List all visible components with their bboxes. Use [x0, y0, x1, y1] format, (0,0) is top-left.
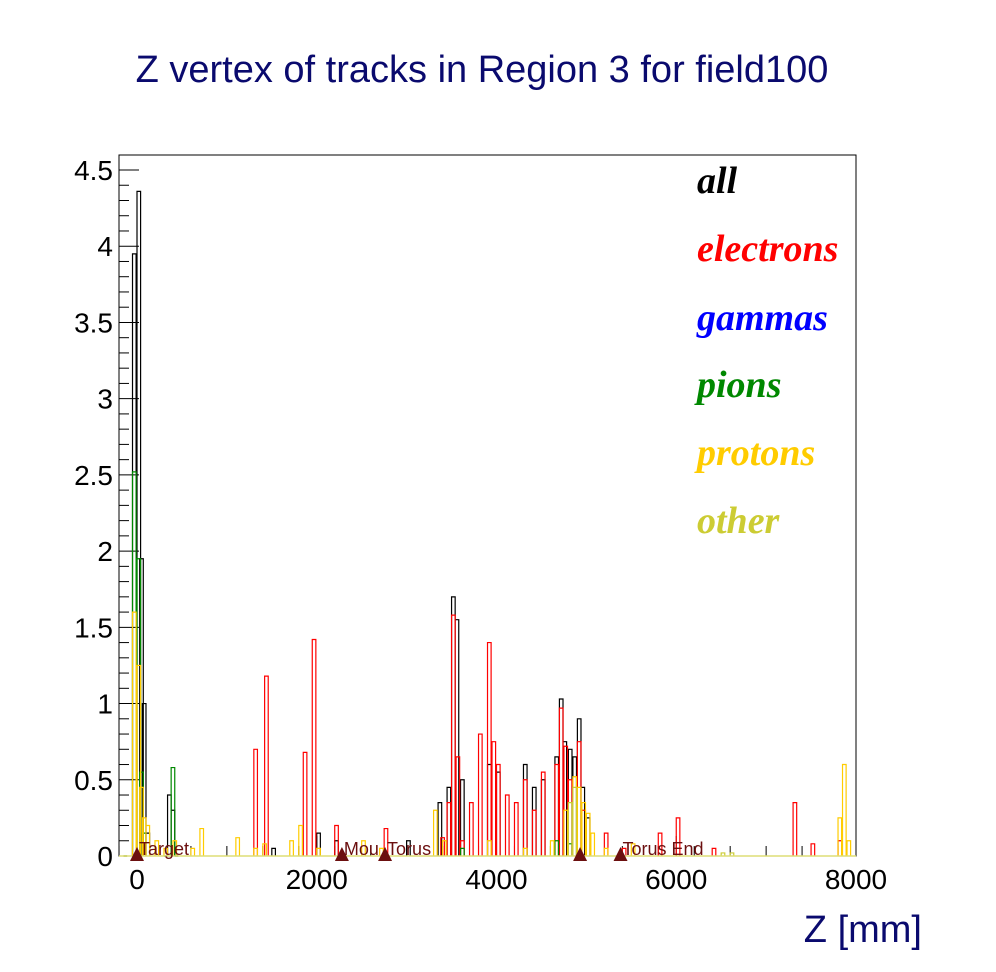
legend-all: all [697, 160, 738, 202]
y-tick-label: 1.5 [74, 612, 113, 643]
y-tick-label: 2 [97, 536, 113, 567]
marker-triangle [130, 847, 144, 861]
legend: all electrons gammas pions protons other [694, 160, 838, 542]
series-electrons [253, 614, 843, 856]
y-tick-label: 2.5 [74, 460, 113, 491]
y-tick-label: 3.5 [74, 307, 113, 338]
chart-title: Z vertex of tracks in Region 3 for field… [136, 49, 829, 91]
y-tick-label: 1 [97, 689, 113, 720]
legend-other: other [697, 500, 781, 542]
marker-label: Target [139, 839, 189, 859]
marker-triangle [573, 847, 588, 861]
y-tick-label: 0.5 [74, 765, 113, 796]
y-tick-label: 4.5 [74, 155, 113, 186]
legend-protons: protons [694, 432, 815, 474]
legend-pions: pions [694, 364, 781, 406]
marker-label: Torus End [623, 839, 704, 859]
x-tick-label: 8000 [825, 864, 887, 895]
plot-area: 0 0.5 1 1.5 2 2.5 3 3.5 4 4.5 0 2000 4000 6000 8000 Tar… [74, 154, 887, 895]
series-all [123, 190, 591, 857]
legend-electrons: electrons [697, 228, 838, 270]
legend-gammas: gammas [696, 297, 828, 339]
marker-triangle [613, 847, 628, 861]
series-pions [123, 471, 573, 857]
x-axis-label: Z [mm] [804, 909, 922, 951]
x-tick-label: 2000 [286, 864, 348, 895]
marker-triangle [334, 847, 349, 861]
y-tick-label: 0 [97, 841, 113, 872]
x-tick-label: 4000 [465, 864, 527, 895]
marker-triangle [378, 847, 393, 861]
x-tick-label: 0 [129, 864, 145, 895]
marker-label: Mou [344, 839, 379, 859]
x-tick-label: 6000 [645, 864, 707, 895]
series-other [567, 786, 735, 856]
marker-label: Torus [387, 839, 431, 859]
y-tick-label: 4 [97, 231, 113, 262]
y-tick-label: 3 [97, 384, 113, 415]
